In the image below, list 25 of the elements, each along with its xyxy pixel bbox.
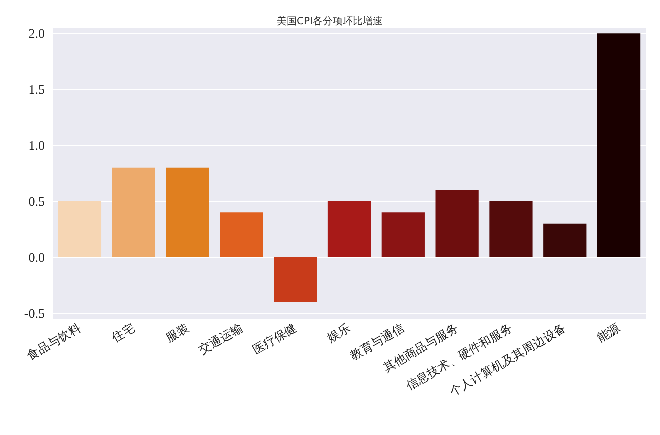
x-tick-label: 能源 [594, 320, 623, 346]
x-tick-label: 住宅 [108, 320, 138, 346]
x-tick-label: 交通运输 [196, 320, 246, 358]
y-tick-label: 2.0 [28, 26, 45, 42]
chart-title: 美国CPI各分项环比增速 [277, 16, 383, 28]
bar [597, 34, 641, 258]
bar [490, 201, 533, 258]
bar [112, 168, 156, 258]
x-tick-label: 医疗保健 [250, 320, 300, 358]
y-tick-label: 0.0 [28, 250, 45, 265]
bar [328, 201, 372, 258]
y-tick-label: -0.5 [24, 306, 45, 321]
bar [58, 201, 102, 258]
y-tick-label: 1.5 [28, 82, 45, 98]
bar [166, 168, 210, 258]
bar [220, 212, 264, 258]
bar [274, 257, 318, 302]
y-tick-label: 0.5 [28, 194, 45, 209]
bar [544, 224, 587, 258]
x-tick-label: 服装 [163, 320, 192, 346]
x-tick-label: 娱乐 [325, 320, 353, 346]
x-tick-label: 食品与饮料 [24, 320, 84, 364]
y-tick-label: 1.0 [28, 138, 45, 154]
bar [436, 190, 479, 258]
bar [382, 212, 425, 258]
